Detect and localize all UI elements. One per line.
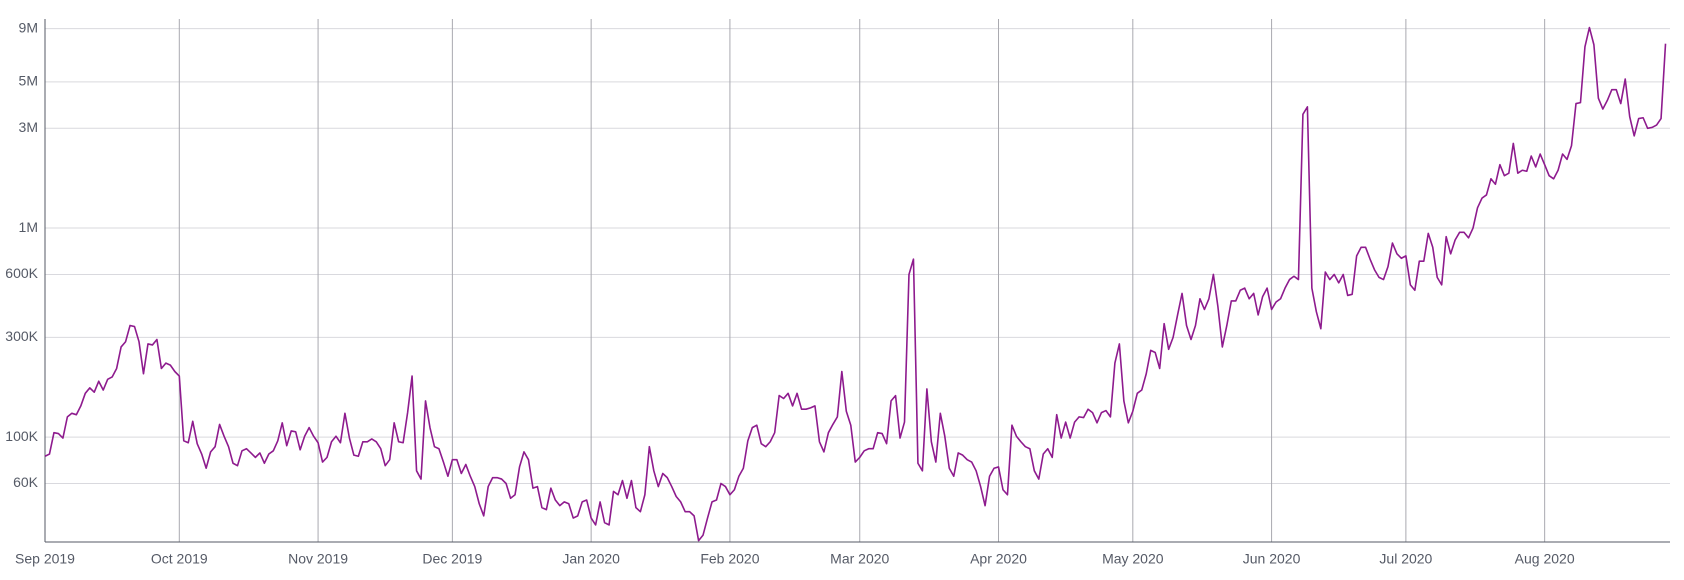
x-tick-label: Dec 2019	[422, 551, 482, 567]
y-tick-label: 300K	[5, 328, 38, 344]
y-tick-label: 9M	[19, 19, 38, 35]
y-tick-label: 5M	[19, 73, 38, 89]
x-tick-label: Jun 2020	[1243, 551, 1301, 567]
x-tick-label: Sep 2019	[15, 551, 75, 567]
axis-labels: 60K 100K 300K 600K 1M 3M 5M 9M Sep 2019 Oct 2019 N…	[5, 19, 1575, 566]
x-tick-label: Apr 2020	[970, 551, 1027, 567]
y-tick-label: 1M	[19, 219, 38, 235]
x-tick-label: May 2020	[1102, 551, 1164, 567]
x-tick-label: Mar 2020	[830, 551, 889, 567]
x-tick-label: Feb 2020	[700, 551, 759, 567]
y-tick-label: 3M	[19, 119, 38, 135]
y-tick-label: 100K	[5, 428, 38, 444]
grid	[44, 19, 1670, 543]
x-tick-label: Jul 2020	[1379, 551, 1432, 567]
plot-area	[44, 26, 1667, 542]
y-tick-label: 60K	[13, 474, 39, 490]
x-tick-label: Nov 2019	[288, 551, 348, 567]
x-tick-label: Oct 2019	[151, 551, 208, 567]
x-tick-label: Jan 2020	[562, 551, 620, 567]
x-tick-label: Aug 2020	[1515, 551, 1575, 567]
y-tick-label: 600K	[5, 265, 38, 281]
data-line	[44, 26, 1667, 542]
